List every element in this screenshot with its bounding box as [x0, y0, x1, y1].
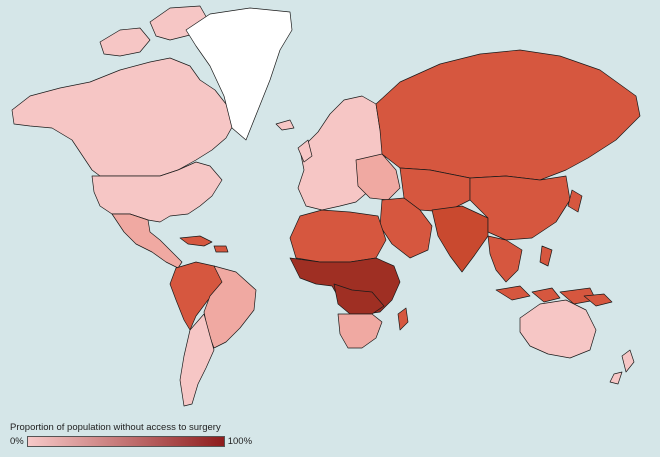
region-north-africa: [289, 209, 387, 263]
region-china-mongolia: [469, 175, 571, 241]
legend-color-bar: [26, 436, 225, 447]
region-australia: [519, 299, 597, 359]
region-southern-cone: [179, 313, 215, 407]
region-new-zealand: [609, 349, 635, 385]
region-japan: [567, 189, 583, 213]
legend: Proportion of population without access …: [10, 422, 255, 447]
legend-scale: 0% 100%: [10, 436, 255, 447]
region-mexico-central-america: [111, 213, 183, 269]
region-central-africa: [333, 283, 385, 315]
region-canada-alaska: [11, 57, 237, 177]
region-indonesia: [495, 245, 597, 305]
region-middle-east: [379, 197, 433, 259]
region-usa: [91, 161, 223, 223]
region-uk: [297, 139, 313, 163]
legend-min-label: 0%: [10, 436, 24, 447]
region-papua: [583, 293, 613, 307]
region-southern-africa: [337, 313, 383, 349]
legend-max-label: 100%: [227, 436, 253, 447]
region-greenland: [185, 7, 293, 141]
region-south-america-north: [169, 261, 227, 331]
region-madagascar: [397, 307, 409, 331]
region-caribbean: [179, 235, 229, 253]
legend-title: Proportion of population without access …: [10, 422, 221, 433]
region-southeast-asia: [487, 235, 523, 283]
region-south-asia: [431, 205, 489, 273]
region-brazil: [203, 265, 257, 349]
region-iceland: [275, 119, 295, 131]
region-eastern-europe: [355, 153, 401, 201]
